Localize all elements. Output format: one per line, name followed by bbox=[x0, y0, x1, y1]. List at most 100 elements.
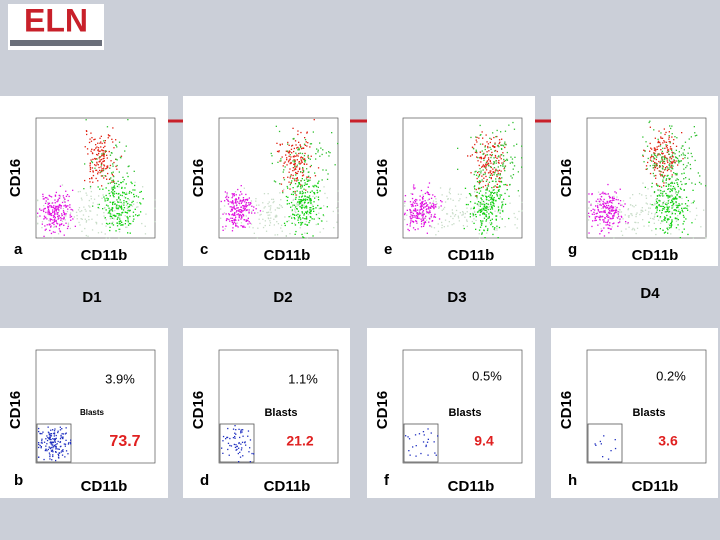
event-dot bbox=[476, 141, 478, 143]
event-dot bbox=[493, 186, 495, 188]
event-dot bbox=[415, 205, 417, 207]
event-dot bbox=[57, 456, 60, 458]
event-dot bbox=[50, 232, 53, 235]
event-dot bbox=[222, 226, 224, 228]
event-dot bbox=[426, 205, 428, 207]
event-dot bbox=[102, 158, 104, 160]
event-dot bbox=[670, 166, 672, 168]
event-dot bbox=[496, 225, 498, 227]
event-dot bbox=[239, 199, 241, 201]
event-dot bbox=[482, 153, 485, 155]
event-dot bbox=[428, 206, 430, 208]
event-dot bbox=[627, 222, 629, 224]
event-dot bbox=[486, 151, 488, 153]
event-dot bbox=[276, 234, 279, 236]
event-dot bbox=[131, 205, 134, 207]
event-dot bbox=[658, 204, 660, 206]
event-dot bbox=[654, 161, 656, 164]
event-dot bbox=[430, 216, 432, 218]
event-dot bbox=[679, 204, 681, 206]
event-dot bbox=[48, 210, 50, 212]
event-dot bbox=[53, 433, 56, 435]
event-dot bbox=[294, 183, 297, 185]
event-dot bbox=[317, 151, 319, 153]
event-dot bbox=[421, 219, 423, 222]
event-dot bbox=[487, 157, 490, 159]
event-dot bbox=[240, 218, 242, 220]
event-dot bbox=[292, 193, 294, 196]
event-dot bbox=[223, 205, 226, 207]
event-dot bbox=[446, 213, 449, 215]
event-dot bbox=[496, 215, 498, 217]
event-dot bbox=[412, 227, 415, 229]
event-dot bbox=[50, 435, 53, 437]
event-dot bbox=[57, 233, 60, 235]
event-dot bbox=[651, 229, 653, 232]
event-dot bbox=[283, 179, 286, 181]
event-dot bbox=[619, 220, 621, 222]
event-dot bbox=[663, 128, 665, 130]
event-dot bbox=[60, 217, 62, 219]
event-dot bbox=[416, 213, 418, 215]
event-dot bbox=[414, 187, 416, 189]
event-dot bbox=[270, 211, 272, 214]
event-dot bbox=[85, 221, 87, 223]
event-dot bbox=[646, 168, 648, 170]
event-dot bbox=[294, 166, 296, 168]
event-dot bbox=[414, 208, 416, 210]
event-dot bbox=[283, 188, 285, 191]
event-dot bbox=[663, 200, 665, 203]
event-dot bbox=[300, 162, 302, 164]
event-dot bbox=[645, 195, 647, 197]
event-dot bbox=[614, 439, 616, 441]
event-dot bbox=[301, 204, 304, 206]
event-dot bbox=[611, 200, 613, 202]
event-dot bbox=[255, 198, 257, 200]
event-dot bbox=[238, 198, 240, 200]
event-dot bbox=[286, 203, 288, 205]
event-dot bbox=[600, 228, 602, 230]
event-dot bbox=[300, 148, 303, 150]
event-dot bbox=[411, 214, 414, 217]
event-dot bbox=[301, 211, 303, 213]
event-dot bbox=[432, 200, 435, 202]
event-dot bbox=[599, 201, 601, 203]
event-dot bbox=[655, 233, 657, 236]
event-dot bbox=[233, 193, 235, 195]
event-dot bbox=[235, 202, 237, 204]
event-dot bbox=[654, 164, 656, 167]
event-dot bbox=[423, 213, 425, 215]
event-dot bbox=[606, 222, 608, 224]
event-dot bbox=[486, 164, 488, 166]
event-dot bbox=[89, 181, 91, 183]
event-dot bbox=[656, 215, 659, 217]
event-dot bbox=[632, 227, 634, 230]
event-dot bbox=[112, 221, 114, 223]
event-dot bbox=[312, 131, 314, 133]
event-dot bbox=[608, 212, 610, 214]
event-dot bbox=[47, 213, 49, 215]
event-dot bbox=[231, 209, 233, 212]
event-dot bbox=[613, 199, 615, 201]
event-dot bbox=[613, 215, 615, 217]
event-dot bbox=[642, 155, 644, 157]
event-dot bbox=[63, 205, 65, 207]
event-dot bbox=[667, 218, 669, 220]
event-dot bbox=[668, 153, 670, 155]
event-dot bbox=[54, 212, 56, 214]
event-dot bbox=[47, 203, 49, 205]
event-dot bbox=[120, 205, 122, 208]
event-dot bbox=[245, 205, 247, 207]
event-dot bbox=[601, 229, 603, 232]
event-dot bbox=[653, 191, 656, 193]
event-dot bbox=[133, 170, 135, 172]
event-dot bbox=[668, 227, 671, 229]
event-dot bbox=[88, 205, 90, 207]
event-dot bbox=[668, 218, 670, 220]
event-dot bbox=[661, 137, 664, 139]
event-dot bbox=[269, 209, 271, 211]
event-dot bbox=[663, 185, 665, 187]
event-dot bbox=[670, 185, 672, 187]
event-dot bbox=[426, 208, 428, 210]
event-dot bbox=[590, 210, 592, 212]
